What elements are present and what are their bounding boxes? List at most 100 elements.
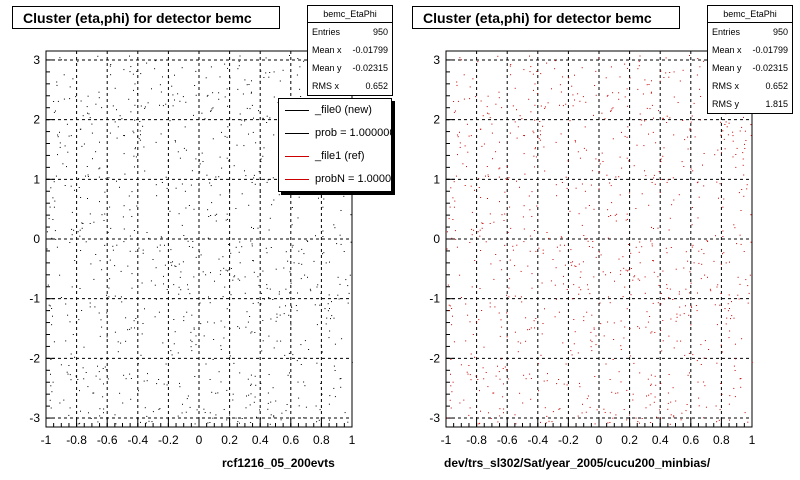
data-point [455, 175, 457, 177]
data-point [273, 415, 275, 417]
data-point [50, 385, 52, 387]
data-point [251, 80, 252, 82]
data-point [322, 236, 324, 237]
data-point [747, 302, 749, 304]
data-point [482, 115, 484, 117]
data-point [531, 287, 533, 289]
data-point [613, 339, 615, 340]
data-point [98, 312, 100, 314]
data-point [227, 218, 228, 220]
data-point [214, 280, 215, 282]
data-point [666, 284, 668, 286]
data-point [542, 125, 544, 127]
data-point [101, 326, 103, 328]
data-point [653, 260, 654, 262]
data-point [301, 248, 303, 250]
data-point [70, 135, 72, 137]
data-point [562, 76, 563, 78]
data-point [673, 347, 675, 349]
data-point [209, 182, 211, 184]
data-point [503, 383, 504, 385]
data-point [200, 323, 202, 325]
data-point [691, 224, 693, 226]
data-point [109, 65, 111, 67]
data-point [579, 386, 581, 388]
data-point [521, 301, 523, 303]
data-point [147, 102, 149, 104]
y-tick-label: 1 [33, 172, 40, 186]
legend-entry-file1: _file1 (ref) [279, 145, 391, 168]
data-point [572, 105, 574, 107]
data-point [733, 365, 735, 367]
x-tick-label: -0.6 [97, 433, 118, 447]
data-point [517, 341, 519, 343]
data-point [704, 274, 706, 276]
data-point [450, 385, 452, 387]
data-point [637, 421, 639, 423]
x-tick-label: -0.6 [497, 433, 518, 447]
data-point [639, 279, 641, 281]
data-point [174, 99, 175, 101]
right-stats-box[interactable]: bemc_EtaPhi Entries 950 Mean x -0.01799 Me… [707, 5, 793, 114]
data-point [626, 136, 628, 138]
data-point [160, 133, 162, 135]
data-point [739, 130, 741, 132]
data-point [299, 88, 301, 90]
data-point [649, 316, 651, 317]
data-point [627, 270, 628, 272]
data-point [255, 142, 257, 144]
data-point [304, 385, 306, 387]
data-point [504, 213, 506, 215]
x-tick-label: -0.4 [127, 433, 148, 447]
data-point [257, 227, 259, 229]
data-point [186, 398, 188, 400]
left-stats-box[interactable]: bemc_EtaPhi Entries 950 Mean x -0.01799 Me… [307, 5, 393, 96]
data-point [648, 84, 650, 85]
data-point [732, 135, 734, 137]
data-point [643, 145, 645, 147]
data-point [641, 193, 643, 195]
data-point [495, 151, 497, 153]
data-point [59, 274, 61, 276]
data-point [678, 293, 680, 295]
left-stats-row: RMS x 0.652 [312, 81, 388, 91]
x-tick-label: 1 [349, 433, 356, 447]
data-point [227, 105, 228, 107]
data-point [489, 213, 491, 215]
data-point [162, 342, 164, 344]
data-point [285, 305, 286, 307]
data-point [585, 149, 587, 151]
data-point [590, 339, 592, 341]
data-point [591, 341, 593, 343]
data-point [52, 219, 54, 220]
data-point [525, 378, 527, 380]
data-point [55, 238, 57, 240]
data-point [179, 157, 181, 159]
data-point [224, 96, 226, 98]
data-point [646, 84, 648, 86]
data-point [448, 304, 450, 306]
data-point [645, 326, 647, 328]
data-point [533, 132, 535, 134]
data-point [598, 188, 600, 190]
data-point [52, 381, 54, 383]
data-point [159, 408, 161, 410]
data-point [722, 130, 724, 132]
data-point [230, 252, 232, 254]
data-point [252, 131, 254, 133]
data-point [51, 324, 53, 326]
data-point [707, 276, 708, 278]
data-point [623, 267, 625, 269]
legend-box[interactable]: _file0 (new) prob = 1.000000 _file1 (ref… [278, 98, 392, 192]
data-point [508, 296, 510, 298]
data-point [703, 153, 705, 154]
data-point [587, 240, 589, 242]
data-point [103, 220, 105, 221]
data-point [591, 350, 593, 352]
data-point [529, 373, 531, 375]
data-point [603, 335, 605, 337]
data-point [504, 244, 506, 246]
data-point [171, 298, 173, 300]
data-point [224, 135, 226, 137]
data-point [634, 275, 636, 277]
